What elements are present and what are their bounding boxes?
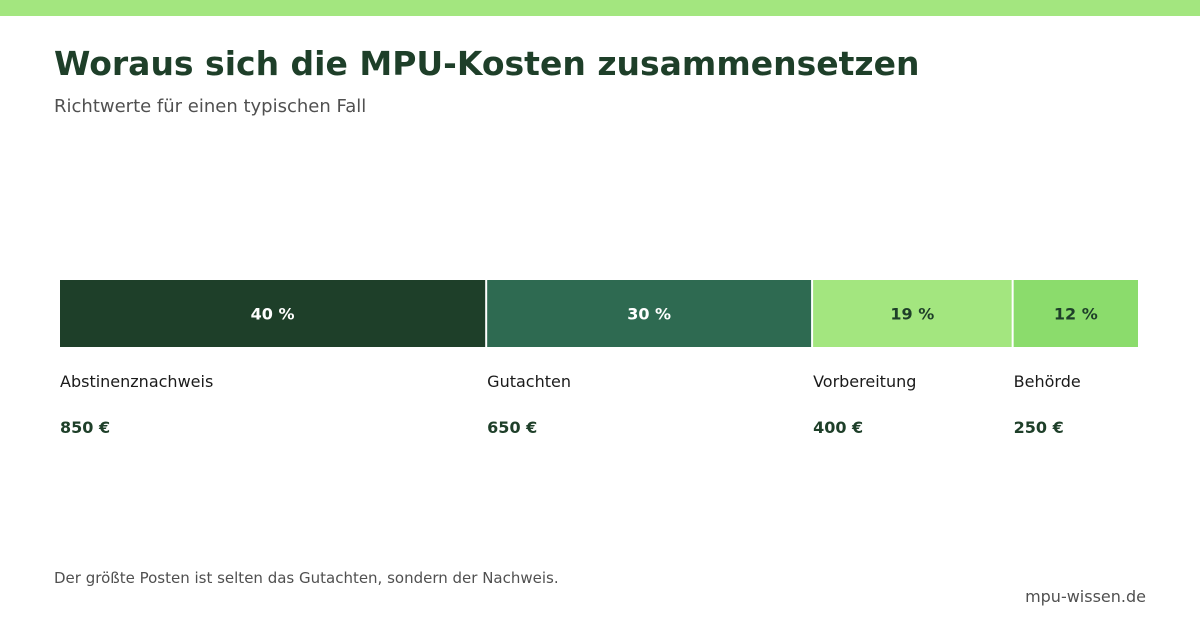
bar-segment bbox=[60, 280, 486, 347]
source-credit: mpu-wissen.de bbox=[1025, 587, 1146, 606]
category-label: Gutachten bbox=[487, 372, 571, 391]
chart-subtitle: Richtwerte für einen typischen Fall bbox=[54, 96, 367, 117]
percent-label: 12 % bbox=[1054, 305, 1098, 324]
footnote: Der größte Posten ist selten das Gutacht… bbox=[54, 569, 559, 587]
chart-title: Woraus sich die MPU-Kosten zusammensetze… bbox=[54, 44, 920, 83]
category-label: Abstinenznachweis bbox=[60, 372, 213, 391]
percent-label: 30 % bbox=[627, 305, 671, 324]
category-label: Behörde bbox=[1014, 372, 1081, 391]
bar-segment bbox=[1013, 280, 1138, 347]
value-label: 250 € bbox=[1014, 418, 1064, 437]
category-label: Vorbereitung bbox=[813, 372, 916, 391]
percent-label: 19 % bbox=[890, 305, 934, 324]
value-label: 850 € bbox=[60, 418, 110, 437]
value-label: 400 € bbox=[813, 418, 863, 437]
value-label: 650 € bbox=[487, 418, 537, 437]
bar-segment bbox=[813, 280, 1012, 347]
bar-segment bbox=[487, 280, 812, 347]
percent-label: 40 % bbox=[251, 305, 295, 324]
top-accent-bar bbox=[0, 0, 1200, 16]
